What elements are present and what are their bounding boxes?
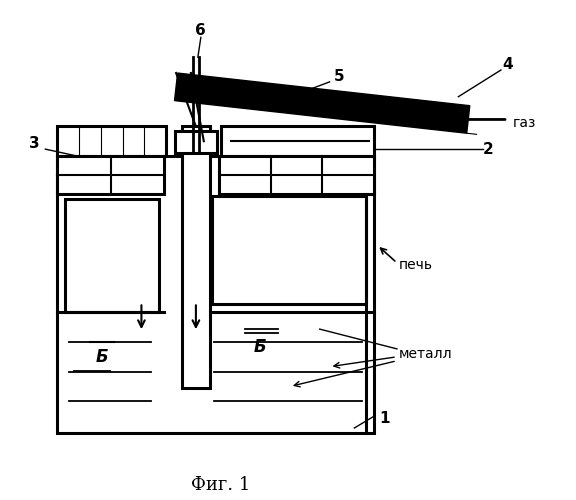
Text: Б: Б	[96, 348, 108, 366]
Text: печь: печь	[399, 258, 433, 272]
Text: 3: 3	[29, 136, 40, 150]
Text: 4: 4	[502, 56, 513, 72]
Text: 5: 5	[334, 70, 345, 84]
Bar	[175, 132, 217, 153]
Text: металл: металл	[399, 347, 453, 361]
Text: газ: газ	[513, 116, 536, 130]
Bar	[57, 156, 374, 433]
Text: 2: 2	[483, 142, 494, 156]
Bar	[219, 156, 374, 194]
Text: 1: 1	[379, 410, 389, 426]
Bar	[57, 126, 166, 156]
Bar	[212, 196, 366, 304]
Text: Б: Б	[254, 338, 267, 356]
Bar	[57, 156, 164, 194]
Bar	[221, 126, 374, 156]
Bar	[65, 198, 159, 312]
Bar	[182, 126, 210, 388]
Text: Фиг. 1: Фиг. 1	[191, 476, 251, 494]
Polygon shape	[175, 73, 470, 133]
Text: 6: 6	[195, 23, 206, 38]
